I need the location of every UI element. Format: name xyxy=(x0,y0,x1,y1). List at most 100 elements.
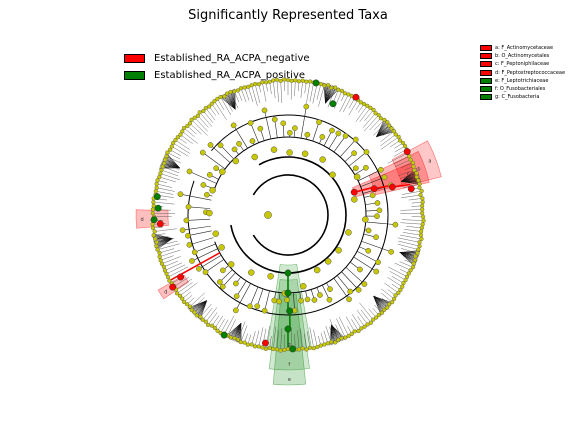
leaf-node xyxy=(396,290,401,295)
inner-node xyxy=(248,269,255,276)
inner-branch xyxy=(182,225,211,231)
inner-node xyxy=(204,191,210,198)
inner-node xyxy=(347,288,354,295)
legend-label-negative: Established_RA_ACPA_negative xyxy=(154,53,310,64)
significant-node xyxy=(156,220,164,228)
clade-letter: g xyxy=(288,342,291,348)
legend-label-positive: Established_RA_ACPA_positive xyxy=(154,70,306,81)
leaf-node xyxy=(385,120,390,125)
leaf-node xyxy=(151,199,156,205)
leaf-branch xyxy=(159,176,176,183)
inner-node xyxy=(346,296,352,303)
inner-node xyxy=(227,261,235,268)
clade-letter: f xyxy=(288,362,290,368)
leaf-branch xyxy=(399,261,414,268)
inner-node xyxy=(374,200,381,206)
leaf-branch xyxy=(160,173,180,180)
leaf-branch xyxy=(359,302,374,320)
leaf-branch xyxy=(199,112,213,127)
significant-node xyxy=(407,185,415,193)
leaf-node xyxy=(154,240,159,245)
leaf-branch xyxy=(251,331,256,345)
inner-node xyxy=(189,258,195,264)
inner-branch xyxy=(328,133,339,149)
inner-node xyxy=(361,281,368,287)
inner-node xyxy=(217,142,224,149)
inner-branch xyxy=(361,240,392,253)
inner-node xyxy=(317,292,323,298)
leaf-node xyxy=(393,293,398,298)
leaf-node xyxy=(307,345,313,350)
inner-node xyxy=(183,217,190,224)
leaf-branch xyxy=(240,88,247,103)
leaf-node xyxy=(249,342,254,347)
inner-node xyxy=(230,122,237,129)
leaf-node xyxy=(408,157,413,162)
inner-branch xyxy=(339,139,356,158)
leaf-node xyxy=(157,174,162,180)
inner-node xyxy=(392,221,399,228)
leaf-node xyxy=(194,313,199,318)
leaf-node xyxy=(300,346,305,351)
clade-letter: b xyxy=(417,167,420,173)
clade-letter: a xyxy=(428,159,431,165)
inner-node xyxy=(261,307,268,314)
leaf-node xyxy=(165,275,171,280)
leaf-branch xyxy=(254,330,260,347)
leaf-node xyxy=(304,347,309,352)
inner-node xyxy=(254,303,261,310)
tree-arc xyxy=(252,174,329,256)
leaf-node xyxy=(419,188,424,194)
inner-node xyxy=(191,249,198,256)
taxa-swatch xyxy=(480,45,492,52)
leaf-branch xyxy=(262,82,267,102)
inner-node xyxy=(232,307,239,314)
inner-branch xyxy=(233,125,248,149)
inner-node xyxy=(352,136,359,143)
significant-node xyxy=(370,185,378,193)
leaf-node xyxy=(263,80,269,85)
leaf-branch xyxy=(402,232,421,236)
leaf-node xyxy=(343,335,348,340)
significant-node xyxy=(177,273,185,281)
inner-branch xyxy=(256,288,264,307)
inner-node xyxy=(220,267,226,274)
inner-branch xyxy=(191,248,218,262)
leaf-branch xyxy=(214,315,223,329)
leaf-branch xyxy=(244,87,250,101)
leaf-branch xyxy=(364,109,374,122)
leaf-node xyxy=(333,340,338,345)
leaf-node xyxy=(158,258,163,263)
leaf-node xyxy=(192,115,197,120)
leaf-branch xyxy=(356,309,368,325)
leaf-node xyxy=(242,340,247,345)
leaf-node xyxy=(405,274,410,279)
leaf-node xyxy=(278,348,283,353)
inner-node xyxy=(329,171,336,179)
leaf-node xyxy=(373,111,378,116)
leaf-node xyxy=(238,340,243,345)
leaf-node xyxy=(155,178,160,183)
leaf-branch xyxy=(318,85,325,107)
leaf-branch xyxy=(316,83,322,100)
leaf-node xyxy=(157,254,162,259)
significant-node xyxy=(286,307,294,315)
leaf-node xyxy=(318,343,323,348)
leaf-branch xyxy=(401,190,422,195)
leaf-node xyxy=(192,310,197,315)
leaf-node xyxy=(164,271,169,276)
leaf-branch xyxy=(381,288,395,300)
leaf-branch xyxy=(156,183,172,188)
inner-node xyxy=(377,166,384,173)
leaf-node xyxy=(189,307,194,313)
leaf-node xyxy=(206,322,211,328)
figure-title: Significantly Represented Taxa xyxy=(188,8,388,23)
leaf-branch xyxy=(251,85,258,106)
taxa-swatch xyxy=(480,69,492,76)
leaf-branch xyxy=(159,249,181,257)
leaf-branch xyxy=(175,278,193,290)
inner-branch xyxy=(348,151,367,167)
leaf-branch xyxy=(273,80,276,99)
leaf-branch xyxy=(162,166,180,174)
leaf-node xyxy=(282,347,287,352)
